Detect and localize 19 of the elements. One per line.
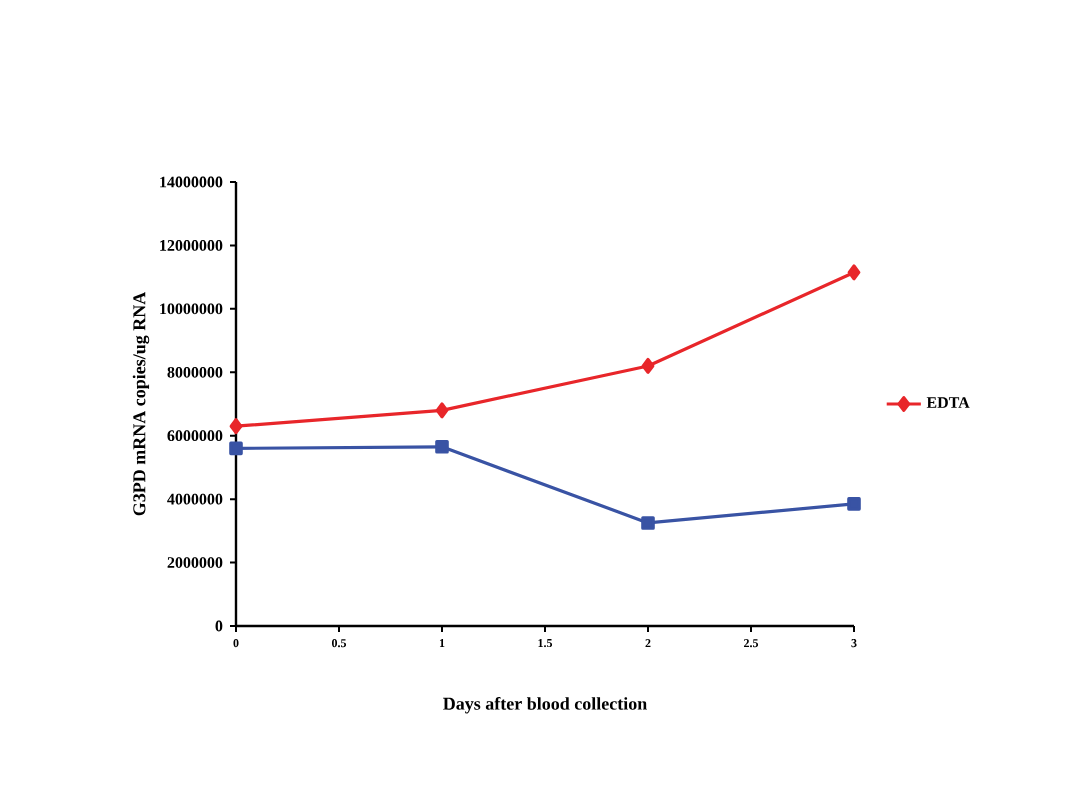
y-tick-label: 6000000 [167, 430, 223, 442]
y-tick-label: 10000000 [160, 303, 223, 315]
y-tick-label: 12000000 [160, 240, 223, 251]
point [435, 440, 449, 454]
point [435, 402, 449, 419]
legend-label: EDTA [926, 397, 970, 408]
point [847, 497, 861, 511]
y-tick-label: 4000000 [167, 493, 223, 505]
point [229, 441, 243, 456]
point [847, 264, 861, 281]
y-tick-label: 14000000 [160, 176, 223, 188]
point [641, 357, 655, 374]
y-axis-title: G3PD mRNA copies/ug RNA [132, 291, 150, 516]
y-tick-label: 2000000 [167, 557, 223, 568]
y-tick-label: 8000000 [167, 366, 223, 378]
point [641, 516, 655, 530]
point [229, 418, 243, 435]
y-tick-label: 0 [215, 620, 223, 632]
x-axis-title: Days after blood collection [443, 696, 647, 714]
